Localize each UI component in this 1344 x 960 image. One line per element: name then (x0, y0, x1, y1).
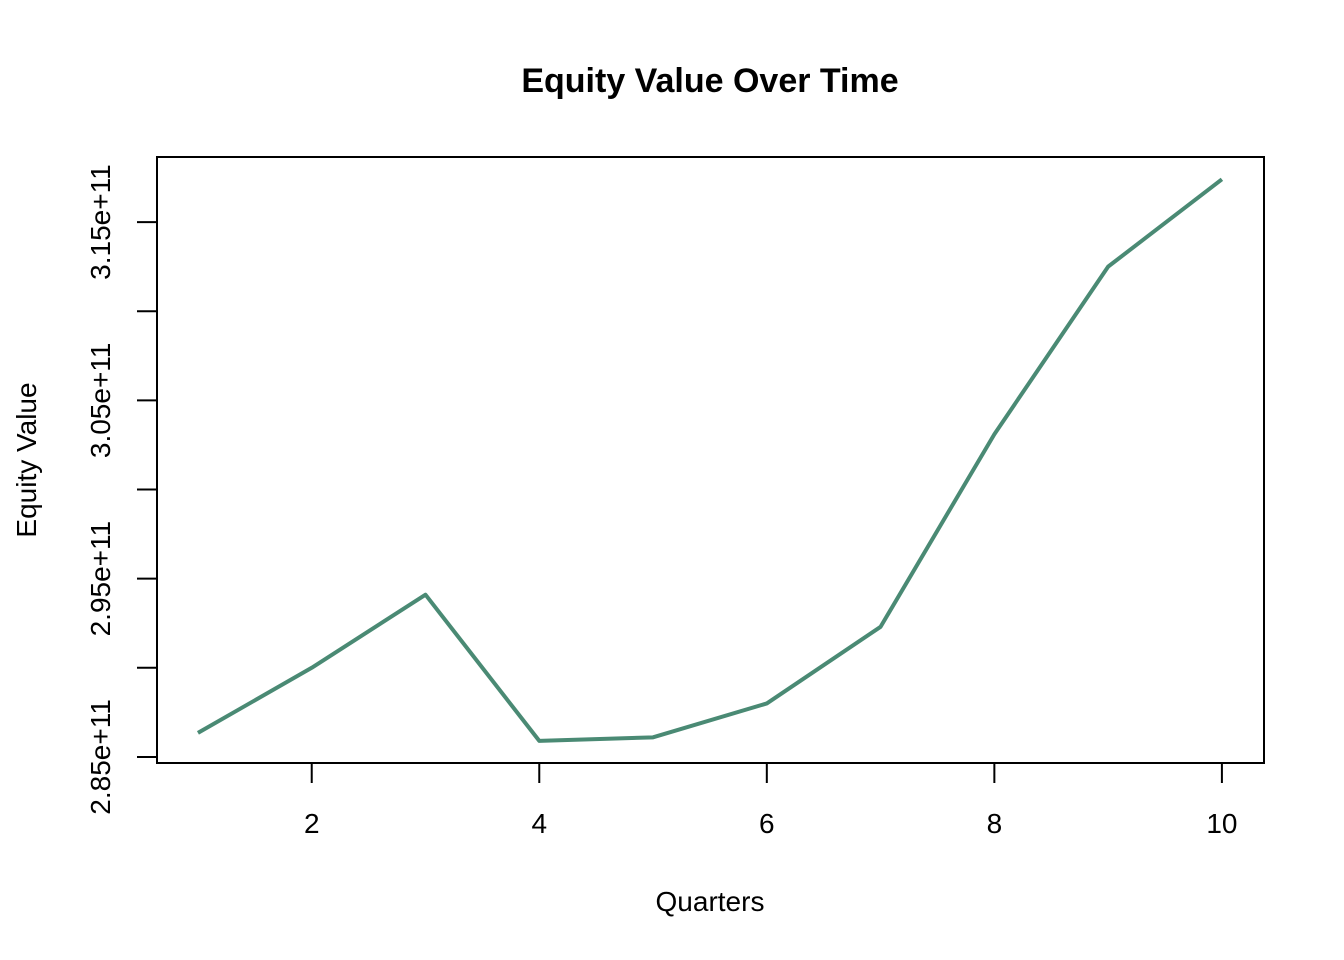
y-axis-label: Equity Value (11, 382, 42, 537)
series-group (196, 177, 1224, 743)
y-tick-label: 2.85e+11 (85, 699, 116, 815)
x-tick-label: 4 (531, 808, 547, 839)
x-tick-label: 2 (304, 808, 320, 839)
x-axis: 2 4 6 8 10 (304, 763, 1237, 839)
x-axis-label: Quarters (656, 886, 765, 917)
y-tick-label: 3.05e+11 (85, 343, 116, 459)
y-tick-label: 3.15e+11 (85, 164, 116, 279)
x-tick-label: 10 (1206, 808, 1237, 839)
y-tick-label: 2.95e+11 (85, 521, 116, 637)
series-line (196, 177, 1224, 743)
plot-frame (156, 156, 1265, 764)
y-axis: 2.85e+11 2.95e+11 3.05e+11 3.15e+11 (85, 164, 157, 815)
x-tick-label: 6 (759, 808, 775, 839)
chart-title: Equity Value Over Time (521, 62, 898, 100)
x-tick-label: 8 (987, 808, 1003, 839)
